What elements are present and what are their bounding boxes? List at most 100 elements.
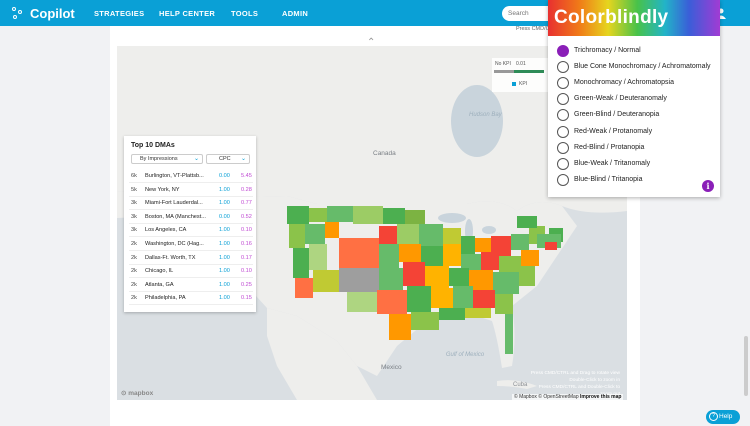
option-label: Blue Cone Monochromacy / Achromatomaly [574,63,711,71]
dma-impressions: 2k [131,254,137,261]
question-icon: ? [709,412,718,421]
dma-row[interactable]: 2k Philadelphia, PA 1.00 0.15 [129,292,253,306]
radio-button[interactable] [557,45,569,57]
dma-panel-title: Top 10 DMAs [131,142,175,149]
metric-select[interactable]: CPC ⌄ [206,154,250,164]
label-gulf-of-mexico: Gulf of Mexico [445,352,485,358]
option-label: Green-Blind / Deuteranopia [574,111,660,119]
dma-value-1: 1.00 [219,254,230,261]
dma-impressions: 3k [131,227,137,234]
label-mexico: Mexico [381,364,402,371]
radio-button[interactable] [557,61,569,74]
legend-value: 0.01 [516,61,526,67]
dma-row[interactable]: 3k Los Angeles, CA 1.00 0.10 [129,224,253,238]
dma-row[interactable]: 2k Washington, DC (Hag... 1.00 0.16 [129,238,253,251]
dma-value-1: 1.00 [219,295,230,302]
dma-value-1: 0.00 [219,173,230,179]
dma-cpc: 0.17 [241,254,252,261]
improve-map-link[interactable]: Improve this map [580,394,622,400]
dma-row[interactable]: 2k Dallas-Ft. Worth, TX 1.00 0.17 [129,252,253,265]
radio-button[interactable] [557,125,569,138]
colorblindly-panel: Colorblindly Trichromacy / Normal Blue Co… [548,0,720,197]
dma-impressions: 5k [131,186,137,193]
dma-name: Los Angeles, CA [145,227,187,234]
option-label: Red-Weak / Protanomaly [574,127,653,135]
chevron-down-icon: ⌄ [240,156,246,162]
nav-help-center[interactable]: HELP CENTER [159,9,216,18]
dma-value-1: 1.00 [219,200,230,207]
radio-button[interactable] [557,173,569,186]
hint-line: Double-Click to zoom in [569,378,620,383]
option-label: Green-Weak / Deuteranomaly [574,95,667,103]
nav-strategies[interactable]: STRATEGIES [94,9,145,18]
nav-admin[interactable]: ADMIN [282,9,309,18]
dma-row[interactable]: 2k Atlanta, GA 1.00 0.25 [129,279,253,292]
colorblindly-option[interactable]: Blue-Blind / Tritanopia [557,173,717,187]
label-cuba: Cuba [513,382,528,388]
colorblindly-option[interactable]: Green-Weak / Deuteranomaly [557,93,717,106]
option-label: Blue-Weak / Tritanomaly [574,159,651,167]
radio-button[interactable] [557,141,569,154]
colorblindly-option[interactable]: Green-Blind / Deuteranopia [557,109,717,122]
copilot-logo[interactable]: Copilot [12,6,75,21]
page-scrollbar[interactable] [744,336,748,396]
radio-button[interactable] [557,93,569,106]
dma-row[interactable]: 5k New York, NY 1.00 0.28 [129,184,253,197]
label-hudson-bay: Hudson Bay [469,112,502,118]
chevron-down-icon: ⌄ [193,156,199,162]
sort-select[interactable]: By Impressions ⌄ [131,154,203,164]
colorblindly-option[interactable]: Trichromacy / Normal [557,45,717,58]
attribution-text[interactable]: © Mapbox © OpenStreetMap [514,394,579,400]
dma-name: Atlanta, GA [145,281,174,288]
dma-row[interactable]: 2k Chicago, IL 1.00 0.10 [129,265,253,279]
legend-kpi: KPI [519,81,528,87]
colorblindly-option[interactable]: Red-Weak / Protanomaly [557,125,717,139]
dma-name: Philadelphia, PA [145,295,186,302]
dma-name: Boston, MA (Manchest... [145,213,206,220]
press-hint-top: Press CMD/CT [516,26,553,32]
dma-value-1: 1.00 [219,227,230,234]
colorblindly-header: Colorblindly [548,0,720,36]
info-icon[interactable]: i [702,180,714,192]
label-canada: Canada [373,150,396,157]
dma-cpc: 0.25 [241,281,252,288]
top-dmas-panel: Top 10 DMAs By Impressions ⌄ CPC ⌄ 6k Bur… [124,136,256,312]
dma-value-1: 0.00 [219,213,230,220]
colorblindly-option[interactable]: Blue-Weak / Tritanomaly [557,157,717,171]
dma-row[interactable]: 6k Burlington, VT-Plattsb... 0.00 5.45 [129,170,253,183]
colorblindly-option[interactable]: Blue Cone Monochromacy / Achromatomaly [557,61,717,74]
dma-impressions: 2k [131,268,137,275]
help-button[interactable]: ? Help [706,410,740,424]
dma-value-1: 1.00 [219,241,230,247]
dma-value-1: 1.00 [219,186,230,193]
chevron-up-icon[interactable]: ⌃ [367,37,376,48]
nav-tools[interactable]: TOOLS [231,9,259,18]
mapbox-logo[interactable]: ⊙ mapbox [121,390,154,397]
dma-cpc: 0.52 [241,213,252,220]
option-label: Blue-Blind / Tritanopia [574,175,643,183]
dma-name: New York, NY [145,186,180,193]
dma-name: Chicago, IL [145,268,174,275]
mapbox-logo-text: mapbox [128,390,154,397]
colorblindly-option[interactable]: Monochromacy / Achromatopsia [557,77,717,90]
dma-row[interactable]: 3k Boston, MA (Manchest... 0.00 0.52 [129,211,253,224]
option-label: Red-Blind / Protanopia [574,143,645,151]
radio-button[interactable] [557,109,569,122]
dma-impressions: 2k [131,281,137,288]
option-label: Monochromacy / Achromatopsia [574,79,674,87]
dma-heatmap[interactable] [287,206,563,354]
map-attribution: © Mapbox © OpenStreetMap Improve this ma… [512,394,624,400]
dma-value-1: 1.00 [219,268,230,275]
dma-name: Dallas-Ft. Worth, TX [145,254,196,261]
search-input[interactable] [502,6,562,21]
colorblindly-option[interactable]: Red-Blind / Protanopia [557,141,717,155]
dma-impressions: 2k [131,241,137,247]
dma-impressions: 3k [131,200,137,207]
radio-button[interactable] [557,77,569,90]
legend-kpi-swatch [512,82,516,86]
dma-cpc: 0.10 [241,268,252,275]
dma-row[interactable]: 3k Miami-Fort Lauderdal... 1.00 0.77 [129,197,253,211]
dma-cpc: 0.16 [241,241,252,247]
dma-cpc: 0.77 [241,200,252,207]
radio-button[interactable] [557,157,569,170]
